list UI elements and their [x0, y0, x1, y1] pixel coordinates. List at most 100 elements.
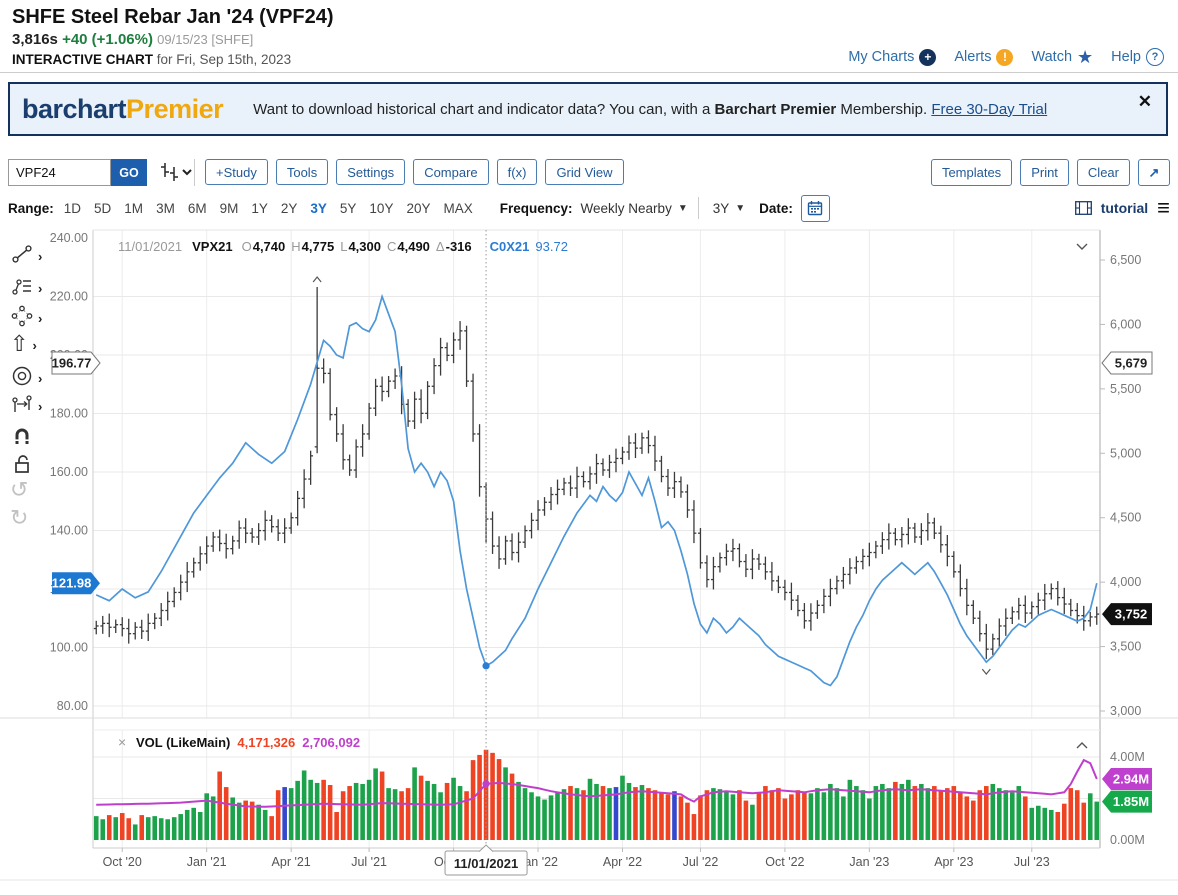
- frequency-label: Frequency:: [499, 200, 573, 216]
- tutorial-link[interactable]: tutorial: [1100, 200, 1149, 216]
- settings-button[interactable]: Settings: [336, 159, 406, 185]
- header-link-label: Alerts: [954, 49, 992, 65]
- measure-tool[interactable]: ›: [10, 392, 42, 421]
- arrow-icon: ⇧: [10, 331, 29, 356]
- annotation-icon: [10, 274, 34, 303]
- frequency-select[interactable]: Weekly Nearby: [580, 200, 672, 216]
- range-option-2y[interactable]: 2Y: [280, 200, 298, 216]
- undo-glyph: ↺: [10, 477, 29, 502]
- range-option-6m[interactable]: 6M: [187, 200, 207, 216]
- header-link-my-charts[interactable]: My Charts +: [848, 48, 937, 66]
- chart-type-selector[interactable]: [158, 161, 192, 188]
- drawing-tools-sidebar: › › › ⇧ › › › ↺ ↻: [0, 226, 52, 876]
- free-trial-link[interactable]: Free 30-Day Trial: [931, 100, 1048, 118]
- volume-last-badge: [1102, 790, 1152, 813]
- svg-text:Jul '22: Jul '22: [683, 855, 719, 869]
- magnet-icon: [10, 424, 34, 453]
- svg-text:Jul '21: Jul '21: [351, 855, 387, 869]
- range-option-5y[interactable]: 5Y: [339, 200, 357, 216]
- f-x--button[interactable]: f(x): [496, 159, 538, 185]
- calendar-button[interactable]: [800, 194, 830, 222]
- ohlc-tooltip: 11/01/2021 VPX21 O4,740 H4,775 L4,300 C4,490 Δ…: [118, 239, 568, 254]
- range-option-1y[interactable]: 1Y: [251, 200, 268, 216]
- range-option-20y[interactable]: 20Y: [406, 200, 431, 216]
- templates-button[interactable]: Templates: [930, 159, 1013, 186]
- unlock-tool[interactable]: [10, 452, 34, 481]
- ellipse-tool[interactable]: ›: [10, 364, 42, 393]
- range-bar: Range: 1D 5D 1M 3M 6M 9M 1Y 2Y 3Y 5Y 10Y 20Y MAX Fre…: [8, 194, 1170, 222]
- range-option-1d[interactable]: 1D: [63, 200, 82, 216]
- page-subtitle: INTERACTIVE CHART for Fri, Sep 15th, 202…: [12, 52, 291, 67]
- arrow-glyph: ⇧: [10, 331, 29, 356]
- symbol-input[interactable]: [8, 159, 111, 186]
- header-links: My Charts + Alerts! Watch ★ Help?: [848, 48, 1164, 66]
- -study-button[interactable]: +Study: [205, 159, 268, 185]
- svg-text:Jul '23: Jul '23: [1014, 855, 1050, 869]
- ellipse-icon: [10, 364, 34, 393]
- range-option-max[interactable]: MAX: [443, 200, 473, 216]
- compare-button[interactable]: Compare: [413, 159, 489, 185]
- header-link-watch[interactable]: Watch ★: [1031, 46, 1094, 67]
- svg-text:4,000: 4,000: [1110, 575, 1141, 589]
- shape-tool[interactable]: ›: [10, 304, 42, 333]
- header-link-label: Watch: [1031, 49, 1073, 65]
- volume-close-icon[interactable]: ×: [118, 734, 126, 750]
- print-button[interactable]: Print: [1020, 159, 1069, 186]
- volume-ma-last-badge: [1102, 767, 1152, 790]
- chart-canvas[interactable]: 240.00220.00200.00180.00160.00140.00120.…: [0, 226, 1178, 895]
- svg-text:3,752: 3,752: [1115, 607, 1148, 622]
- redo-tool[interactable]: ↻: [10, 505, 29, 530]
- ohlc-bars-icon: [161, 163, 178, 181]
- main-panel-collapse-icon[interactable]: [1076, 243, 1088, 250]
- range-option-10y[interactable]: 10Y: [369, 200, 394, 216]
- svg-text:180.00: 180.00: [50, 407, 88, 421]
- undo-tool[interactable]: ↺: [10, 477, 29, 502]
- star-icon: ★: [1077, 46, 1094, 67]
- svg-text:4,500: 4,500: [1110, 511, 1141, 525]
- svg-text:3,500: 3,500: [1110, 640, 1141, 654]
- clear-button[interactable]: Clear: [1076, 159, 1130, 186]
- header-link-label: My Charts: [848, 49, 915, 65]
- svg-text:140.00: 140.00: [50, 524, 88, 538]
- trendline-tool[interactable]: ›: [10, 242, 42, 271]
- barchart-premier-logo: barchartPremier: [22, 94, 224, 125]
- annotation-tool[interactable]: ›: [10, 274, 42, 303]
- range-option-1m[interactable]: 1M: [124, 200, 144, 216]
- volume-panel-collapse-icon[interactable]: [1076, 742, 1088, 749]
- svg-text:Oct '20: Oct '20: [103, 855, 142, 869]
- magnet-tool[interactable]: [10, 424, 34, 453]
- grid-view-button[interactable]: Grid View: [545, 159, 624, 185]
- redo-glyph: ↻: [10, 505, 29, 530]
- svg-text:Oct '22: Oct '22: [765, 855, 804, 869]
- expand-chart-button[interactable]: ↗: [1138, 159, 1170, 186]
- svg-text:240.00: 240.00: [50, 231, 88, 245]
- chart-toolbar: GO +Study Tools Settings Compare f(x) Grid Vi…: [8, 159, 1170, 188]
- range-option-9m[interactable]: 9M: [219, 200, 239, 216]
- volume-ma-crosshair-dot: [482, 780, 490, 788]
- crosshair-date-box: 11/01/2021: [444, 844, 528, 876]
- arrow-tool[interactable]: ⇧ ›: [10, 331, 37, 356]
- period-select[interactable]: 3Y: [712, 200, 730, 216]
- range-option-5d[interactable]: 5D: [94, 200, 112, 216]
- range-option-3y[interactable]: 3Y: [310, 200, 327, 216]
- price-last-value-badge: [1102, 603, 1152, 626]
- header-link-label: Help: [1111, 49, 1141, 65]
- banner-message: Want to download historical chart and in…: [253, 101, 1047, 118]
- svg-text:Jan '22: Jan '22: [518, 855, 558, 869]
- toolbar-right-buttons: Templates Print Clear ↗: [930, 159, 1170, 186]
- svg-text:220.00: 220.00: [50, 290, 88, 304]
- banner-close-icon[interactable]: ✕: [1137, 92, 1152, 111]
- film-icon: [1074, 201, 1092, 215]
- tools-button[interactable]: Tools: [275, 159, 329, 185]
- menu-icon[interactable]: ≡: [1157, 195, 1170, 220]
- range-option-3m[interactable]: 3M: [156, 200, 175, 216]
- range-options: 1D 5D 1M 3M 6M 9M 1Y 2Y 3Y 5Y 10Y 20Y MAX: [64, 201, 486, 216]
- svg-text:80.00: 80.00: [57, 699, 88, 713]
- comparison-line: [95, 293, 1098, 687]
- header-link-alerts[interactable]: Alerts!: [954, 48, 1014, 66]
- calendar-icon: [808, 201, 823, 216]
- header-link-help[interactable]: Help?: [1111, 48, 1164, 66]
- volume-bars: [93, 749, 1100, 840]
- go-button[interactable]: GO: [111, 159, 147, 186]
